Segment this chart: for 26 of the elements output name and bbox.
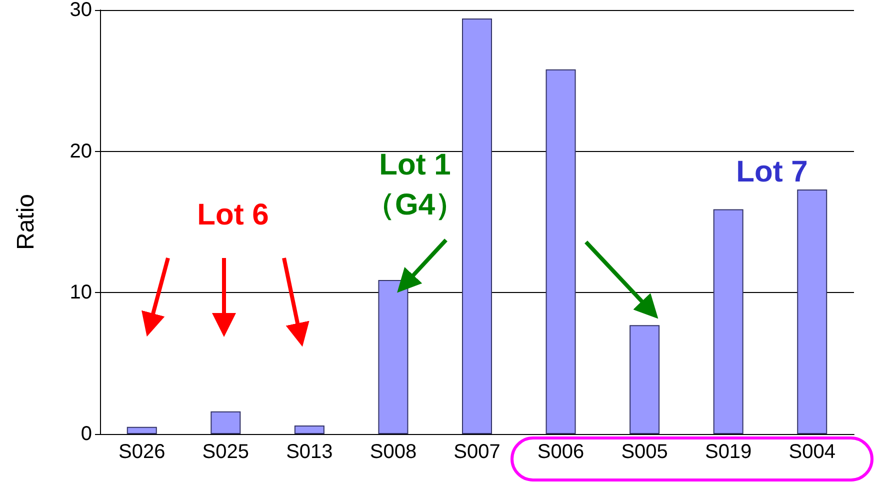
y-tick-label: 30: [70, 0, 92, 21]
y-axis-title: Ratio: [12, 194, 40, 250]
bar: [210, 411, 241, 434]
x-tick-label: S026: [118, 441, 166, 463]
bar: [126, 426, 157, 434]
x-tick-label: S005: [621, 441, 668, 463]
bar: [294, 426, 324, 434]
bar: [630, 325, 660, 434]
annotation: Lot 6: [197, 198, 269, 232]
bar: [713, 209, 744, 434]
annotation: Lot 1 （G4）: [364, 148, 466, 222]
bar: [378, 280, 408, 434]
annotation: Lot 7: [736, 156, 808, 188]
bar: [797, 189, 828, 434]
y-tick-label: 10: [70, 282, 92, 304]
x-tick-label: S007: [454, 441, 500, 463]
y-tick-label: 20: [70, 140, 92, 162]
x-tick-label: S019: [704, 441, 752, 463]
x-tick-label: S006: [537, 441, 584, 463]
bar: [462, 18, 492, 434]
y-tick-label: 0: [80, 423, 92, 445]
x-tick-label: S025: [202, 441, 250, 463]
bar: [546, 69, 576, 434]
x-tick-label: S008: [370, 441, 417, 463]
x-tick-label: S013: [286, 441, 333, 463]
x-tick-label: S004: [788, 441, 836, 463]
